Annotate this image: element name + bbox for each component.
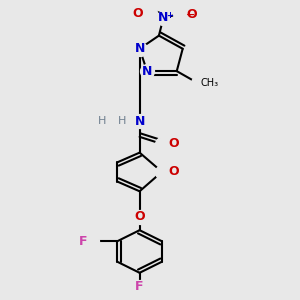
Text: O: O (186, 8, 197, 21)
Text: N: N (142, 64, 152, 78)
Text: H: H (98, 116, 106, 126)
Text: +: + (166, 11, 173, 20)
Text: N: N (134, 42, 145, 55)
Text: F: F (79, 235, 87, 248)
Text: H: H (118, 116, 126, 126)
Text: O: O (133, 7, 143, 20)
Text: O: O (134, 210, 145, 223)
Text: N: N (158, 11, 169, 24)
Text: N: N (134, 115, 145, 128)
Text: F: F (135, 280, 144, 293)
Text: CH₃: CH₃ (200, 78, 218, 88)
Text: O: O (169, 137, 179, 151)
Text: −: − (185, 10, 195, 20)
Text: O: O (169, 165, 179, 178)
